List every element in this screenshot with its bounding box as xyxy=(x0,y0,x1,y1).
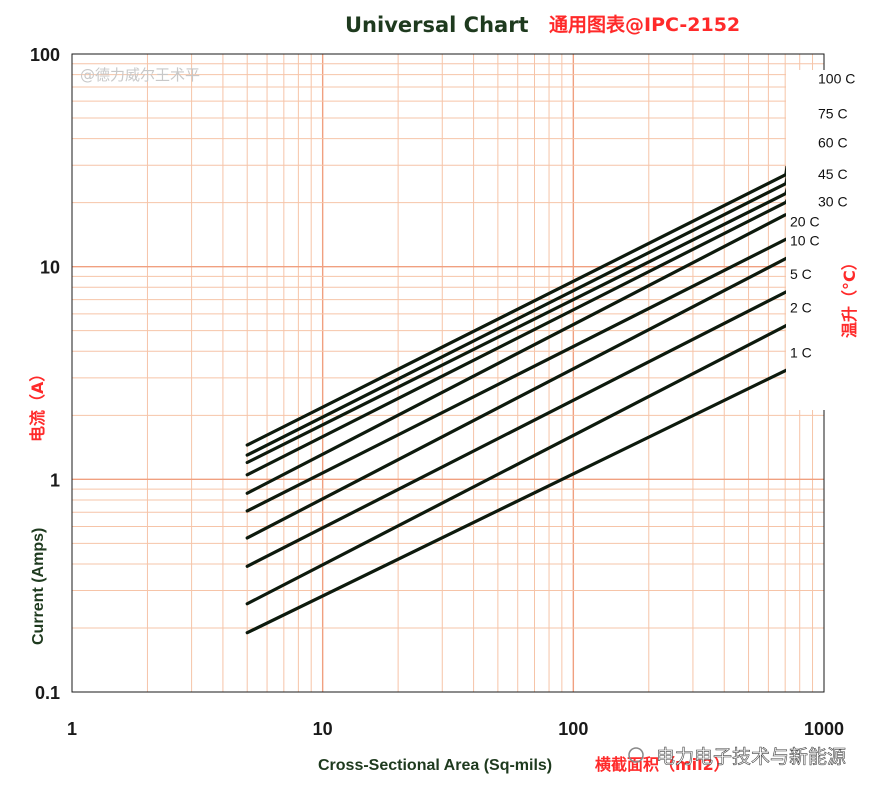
series-label-backdrop xyxy=(786,70,826,410)
series-label: 10 C xyxy=(790,232,820,248)
series-line xyxy=(245,362,802,635)
grid xyxy=(72,54,824,692)
series-label: 2 C xyxy=(790,300,812,316)
series-line xyxy=(245,249,802,540)
y-tick-label: 0.1 xyxy=(35,683,60,703)
series-label: 20 C xyxy=(790,213,820,229)
chart-subtitle: 通用图表@IPC-2152 xyxy=(549,13,740,36)
source-mark-icon xyxy=(628,747,644,763)
series-line xyxy=(245,316,802,606)
x-tick-label: 10 xyxy=(313,719,333,739)
x-axis-label-cn: 横截面积（mil2） xyxy=(595,755,730,774)
series-label: 75 C xyxy=(818,105,848,121)
y-axis-label: Current (Amps) xyxy=(30,528,47,645)
series-label: 100 C xyxy=(818,70,855,86)
series-label: 5 C xyxy=(790,266,812,282)
series-line xyxy=(245,201,787,477)
chart-title: Universal Chart xyxy=(345,13,529,37)
series-label: 30 C xyxy=(818,194,848,210)
series-line xyxy=(245,283,802,568)
series-label: 1 C xyxy=(790,345,812,361)
series-line xyxy=(245,173,787,447)
y2-axis-label-cn: 温升（°C） xyxy=(840,254,859,339)
series-line xyxy=(245,213,787,495)
x-tick-label: 100 xyxy=(558,719,588,739)
y-tick-label: 1 xyxy=(50,470,60,490)
series-line xyxy=(245,230,802,513)
x-tick-label: 1000 xyxy=(804,719,844,739)
y-axis-label-cn: 电流（A） xyxy=(28,366,47,442)
series-line xyxy=(245,182,787,457)
source-mark: 电力电子技术与新能源 xyxy=(628,746,846,768)
series-label: 60 C xyxy=(818,134,848,150)
y-tick-label: 10 xyxy=(40,258,60,278)
series-lines xyxy=(245,79,802,635)
x-tick-label: 1 xyxy=(67,719,77,739)
x-axis-label: Cross-Sectional Area (Sq-mils) xyxy=(318,757,552,774)
watermark: @德力威尔王术平 xyxy=(80,66,200,84)
source-mark-text: 电力电子技术与新能源 xyxy=(656,746,846,768)
x-tick-labels: 1 10 100 1000 xyxy=(67,719,844,739)
y-tick-label: 100 xyxy=(30,45,60,65)
series-label: 45 C xyxy=(818,166,848,182)
series-labels: 100 C 75 C 60 C 45 C 30 C 20 C 10 C 5 C 2 C 1 C xyxy=(786,70,855,410)
y-tick-labels: 0.1 1 10 100 xyxy=(30,45,60,703)
series-line xyxy=(245,192,787,465)
